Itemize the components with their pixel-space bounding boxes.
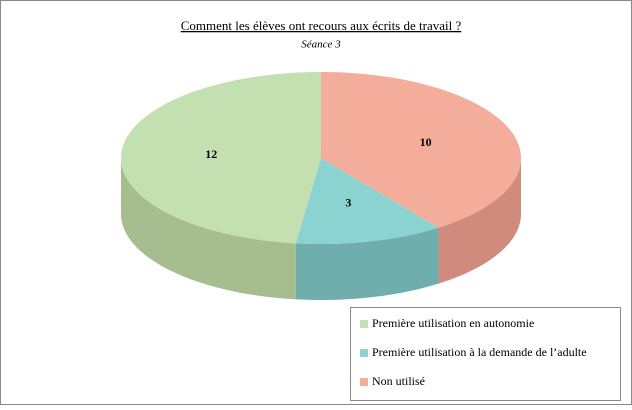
legend-box	[350, 307, 621, 401]
data-label: 3	[345, 196, 351, 210]
legend-label: Première utilisation à la demande de l’a…	[372, 345, 587, 359]
legend-swatch	[360, 378, 368, 386]
legend-swatch	[360, 320, 368, 328]
legend-label: Non utilisé	[372, 374, 425, 388]
legend-swatch	[360, 349, 368, 357]
slice	[121, 72, 321, 244]
legend-label: Première utilisation en autonomie	[372, 316, 534, 330]
data-label: 12	[205, 147, 217, 161]
slice-side	[295, 227, 439, 300]
chart-subtitle: Séance 3	[301, 39, 341, 51]
data-label: 10	[420, 135, 432, 149]
chart-title: Comment les élèves ont recours aux écrit…	[181, 18, 462, 33]
slice-side	[121, 158, 296, 300]
slice	[295, 158, 439, 244]
slice-side	[438, 158, 521, 284]
slice	[321, 72, 521, 228]
